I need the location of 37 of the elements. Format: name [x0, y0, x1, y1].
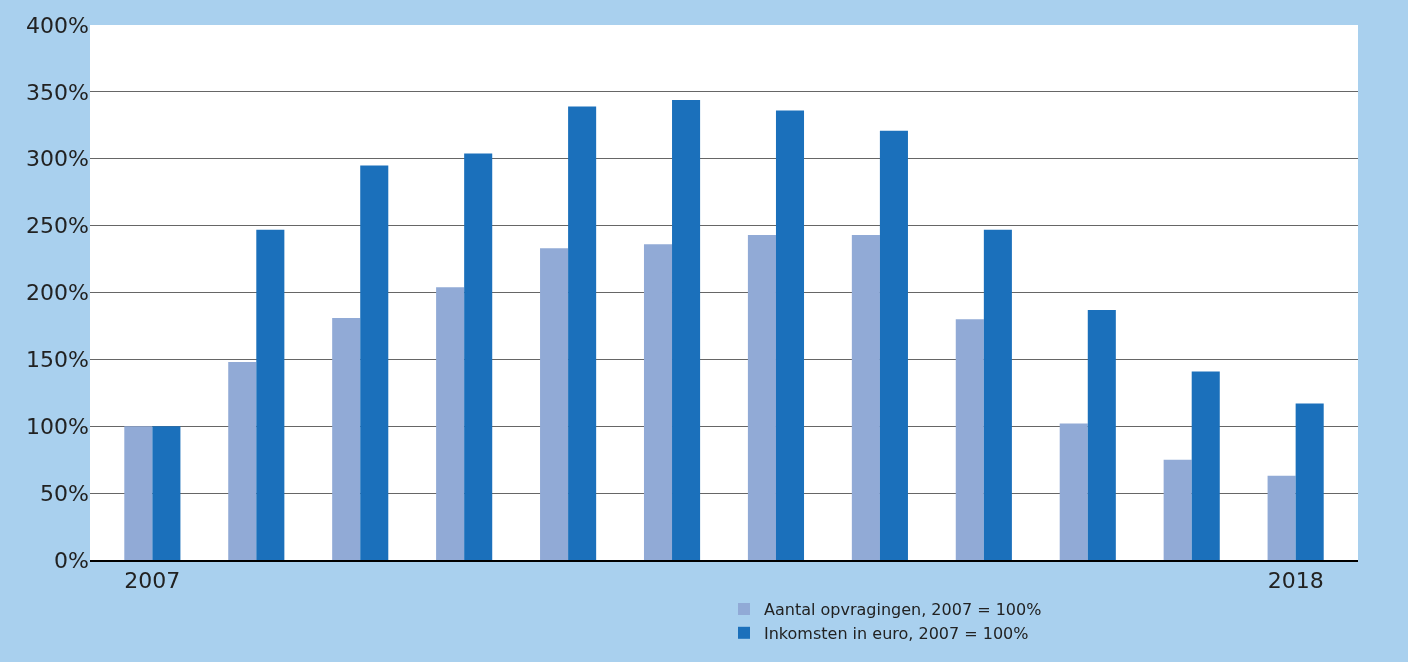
bar	[228, 362, 257, 560]
bar	[332, 317, 361, 560]
bar	[775, 110, 805, 560]
bar	[1059, 423, 1088, 560]
x-tick-label: 2018	[1267, 568, 1324, 594]
bar	[256, 229, 285, 560]
y-tick-label: 300%	[26, 146, 89, 172]
bar	[1087, 309, 1116, 560]
y-tick-label: 350%	[26, 79, 89, 105]
bar	[983, 229, 1012, 560]
y-tick-label: 400%	[26, 12, 89, 38]
bar	[1295, 403, 1324, 560]
bar	[152, 426, 181, 560]
y-tick-label: 50%	[40, 480, 89, 506]
bar	[1191, 371, 1220, 560]
legend-label: Aantal opvragingen, 2007 = 100%	[764, 600, 1042, 620]
bar	[955, 319, 984, 560]
y-tick-label: 100%	[26, 413, 89, 439]
bar	[643, 244, 673, 560]
bar	[540, 248, 569, 560]
bar	[851, 234, 880, 560]
y-tick-label: 250%	[26, 213, 89, 239]
bar	[879, 130, 908, 560]
bar	[672, 99, 701, 560]
bar	[124, 426, 153, 560]
y-tick-label: 0%	[54, 547, 89, 573]
legend-label: Inkomsten in euro, 2007 = 100%	[764, 624, 1029, 644]
y-tick-label: 200%	[26, 280, 89, 306]
bar	[1163, 459, 1192, 560]
y-tick-label: 150%	[26, 347, 89, 373]
bar	[360, 165, 389, 560]
bar	[747, 234, 776, 560]
x-tick-label: 2007	[124, 568, 181, 594]
bar	[436, 287, 465, 560]
bar	[464, 153, 493, 560]
bar	[1267, 475, 1296, 560]
bar	[568, 106, 597, 560]
